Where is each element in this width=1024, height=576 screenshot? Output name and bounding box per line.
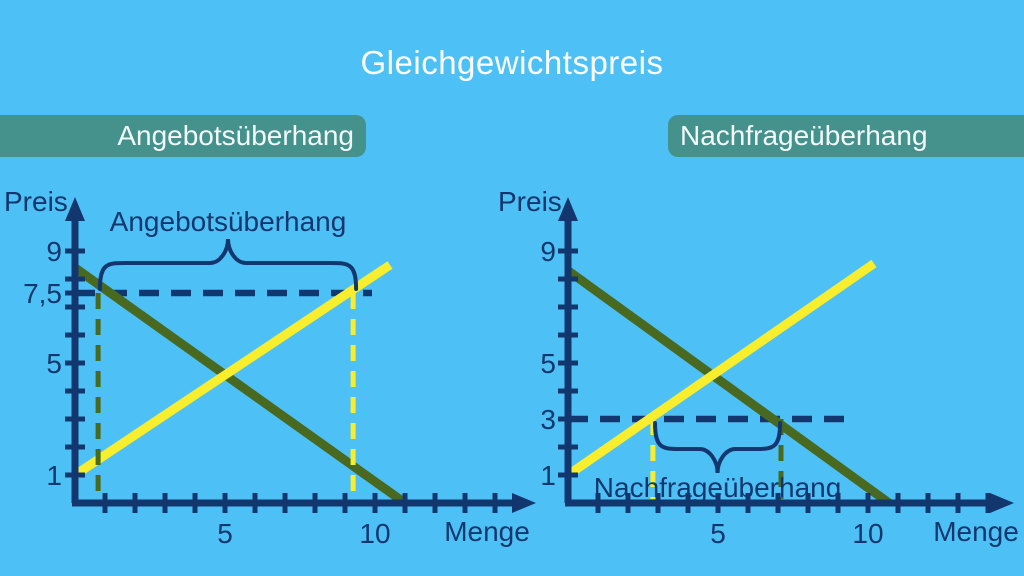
badge-nachfrageueberhang: Nachfrageüberhang: [668, 115, 1024, 157]
demand-line: [565, 266, 892, 507]
chart-angebotsueberhang: 9 7,5 5 1 5 10 Preis Menge Angebotsüberhang: [4, 186, 536, 549]
y-tick-label: 9: [540, 236, 556, 267]
y-axis-title: Preis: [498, 186, 562, 217]
x-tick-label: 5: [710, 518, 726, 549]
y-tick-label: 5: [540, 348, 556, 379]
chart-nachfrageueberhang: 9 5 3 1 5 10 Preis Menge Nachfrageüberhang: [498, 186, 1019, 549]
page-title: Gleichgewichtspreis: [360, 44, 664, 81]
x-axis-title: Menge: [444, 516, 530, 547]
y-tick-label: 5: [46, 348, 62, 379]
x-axis-arrow: [512, 493, 536, 513]
x-axis-arrow: [990, 493, 1014, 513]
badge-angebotsueberhang: Angebotsüberhang: [0, 115, 366, 157]
badge-angebotsueberhang-label: Angebotsüberhang: [117, 120, 354, 151]
y-tick-label: 9: [46, 236, 62, 267]
y-tick-label: 7,5: [23, 278, 62, 309]
supply-line: [565, 259, 877, 479]
badge-nachfrageueberhang-label: Nachfrageüberhang: [680, 120, 928, 151]
y-tick-label: 3: [540, 404, 556, 435]
y-tick-label: 1: [46, 460, 62, 491]
supply-line: [72, 261, 393, 479]
y-axis-title: Preis: [4, 186, 68, 217]
brace-label: Angebotsüberhang: [110, 206, 347, 237]
brace-label: Nachfrageüberhang: [594, 472, 842, 503]
x-tick-label: 5: [217, 518, 233, 549]
y-tick-label: 1: [540, 460, 556, 491]
x-axis-title: Menge: [933, 516, 1019, 547]
x-tick-label: 10: [359, 518, 390, 549]
y-axis-arrow: [65, 197, 85, 221]
x-tick-label: 10: [852, 518, 883, 549]
demand-line: [72, 264, 408, 507]
y-axis-arrow: [558, 197, 578, 221]
brace: [653, 421, 783, 474]
brace: [97, 238, 359, 291]
